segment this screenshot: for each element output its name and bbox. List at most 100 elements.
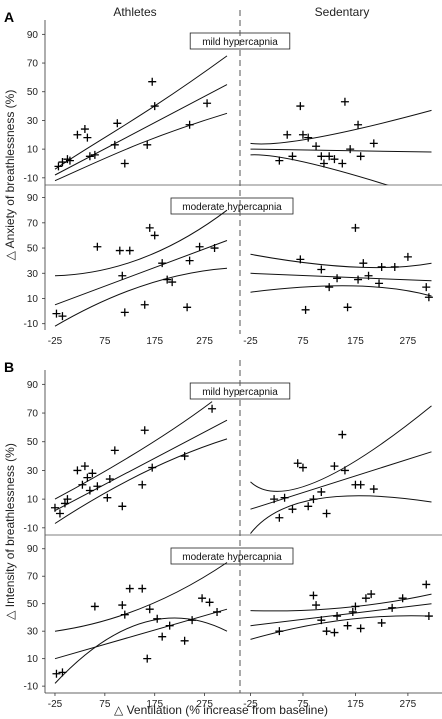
sedentary-group: [250, 405, 432, 534]
data-point: [153, 614, 162, 623]
x-tick-label: -25: [243, 699, 258, 710]
y-tick-label: 70: [27, 409, 39, 420]
data-point: [158, 259, 167, 268]
regression-line: [54, 240, 228, 306]
data-point: [354, 120, 363, 129]
data-point: [88, 469, 97, 478]
x-tick-label: -25: [48, 699, 63, 710]
y-tick-label: 10: [27, 495, 39, 506]
data-point: [317, 487, 326, 496]
ci-upper-curve: [250, 109, 432, 145]
data-point: [422, 283, 431, 292]
data-point: [340, 466, 349, 475]
data-point: [330, 628, 339, 637]
y-tick-label: 30: [27, 116, 39, 127]
sedentary-group: [250, 223, 433, 314]
data-point: [58, 312, 67, 321]
data-point: [138, 480, 147, 489]
data-point: [312, 601, 321, 610]
y-tick-label: -10: [24, 319, 39, 330]
data-point: [338, 430, 347, 439]
data-point: [351, 223, 360, 232]
y-tick-label: 30: [27, 269, 39, 280]
data-point: [369, 139, 378, 148]
data-point: [54, 162, 63, 171]
panel-letter: A: [4, 9, 14, 25]
data-point: [354, 275, 363, 284]
data-point: [148, 463, 157, 472]
y-tick-label: 70: [27, 59, 39, 70]
data-point: [312, 142, 321, 151]
data-point: [298, 463, 307, 472]
data-point: [138, 584, 147, 593]
data-point: [330, 462, 339, 471]
data-point: [317, 265, 326, 274]
data-point: [388, 603, 397, 612]
data-point: [317, 616, 326, 625]
data-point: [325, 152, 334, 161]
x-tick-label: -25: [243, 336, 258, 347]
sedentary-group: [250, 97, 432, 185]
regression-line: [250, 272, 432, 282]
data-point: [288, 505, 297, 514]
ci-upper-curve: [54, 562, 228, 632]
data-point: [145, 223, 154, 232]
x-tick-label: 275: [196, 699, 213, 710]
data-point: [120, 610, 129, 619]
ci-upper-curve: [54, 55, 228, 170]
sedentary-group: [250, 580, 433, 640]
data-point: [317, 152, 326, 161]
y-tick-label: 90: [27, 193, 39, 204]
regression-line: [54, 419, 228, 512]
data-point: [375, 279, 384, 288]
x-tick-label: 75: [297, 336, 309, 347]
y-tick-label: 10: [27, 145, 39, 156]
data-point: [180, 452, 189, 461]
condition-label: moderate hypercapnia: [182, 552, 282, 563]
data-point: [205, 598, 214, 607]
data-point: [143, 140, 152, 149]
data-point: [145, 605, 154, 614]
data-point: [203, 99, 212, 108]
data-point: [120, 308, 129, 317]
y-tick-label: 10: [27, 654, 39, 665]
data-point: [322, 627, 331, 636]
data-point: [275, 513, 284, 522]
regression-line: [250, 148, 432, 153]
data-point: [60, 499, 69, 508]
ci-lower-curve: [54, 112, 228, 182]
ci-upper-curve: [250, 593, 432, 612]
data-point: [163, 275, 172, 284]
data-point: [120, 159, 129, 168]
y-tick-label: -10: [24, 682, 39, 693]
data-point: [343, 621, 352, 630]
data-point: [213, 607, 222, 616]
ci-lower-curve: [250, 615, 432, 640]
ci-upper-curve: [54, 401, 213, 500]
regression-line: [250, 451, 432, 510]
y-tick-label: -10: [24, 173, 39, 184]
data-point: [275, 156, 284, 165]
data-point: [369, 485, 378, 494]
x-tick-label: 75: [99, 336, 111, 347]
data-point: [361, 594, 370, 603]
ci-lower-curve: [250, 285, 432, 297]
y-tick-label: 30: [27, 627, 39, 638]
condition-label-box: [170, 197, 294, 215]
x-tick-label: 175: [347, 699, 364, 710]
data-point: [348, 607, 357, 616]
ci-lower-curve: [54, 617, 228, 684]
data-point: [283, 130, 292, 139]
data-point: [270, 495, 279, 504]
data-point: [118, 601, 127, 610]
athletes-group: [54, 55, 228, 182]
data-point: [183, 303, 192, 312]
data-point: [105, 475, 114, 484]
x-tick-label: 175: [146, 699, 163, 710]
data-point: [188, 616, 197, 625]
data-point: [424, 612, 433, 621]
data-point: [93, 242, 102, 251]
data-point: [125, 246, 134, 255]
data-point: [110, 446, 119, 455]
data-point: [85, 486, 94, 495]
